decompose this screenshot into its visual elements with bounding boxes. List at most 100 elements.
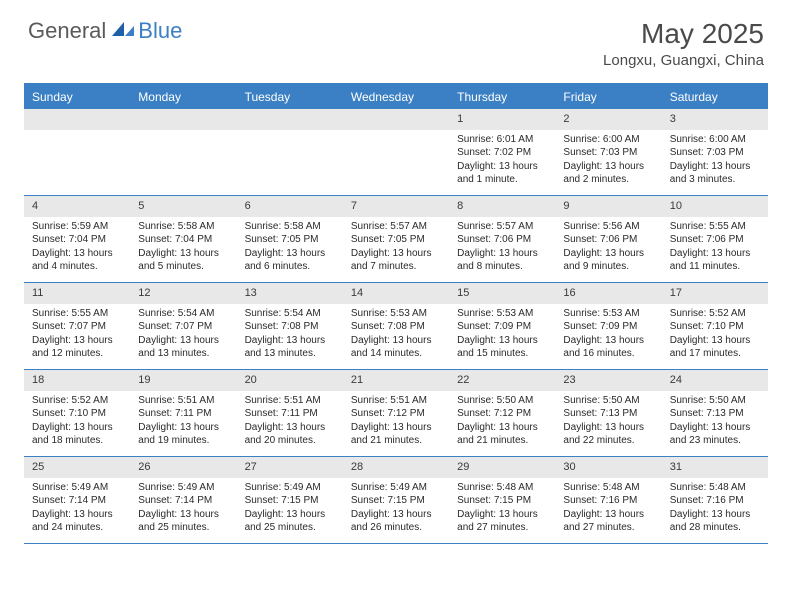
day-number: 16 bbox=[555, 283, 661, 304]
day-line: Sunrise: 6:01 AM bbox=[457, 133, 547, 147]
day-line: Sunset: 7:07 PM bbox=[138, 320, 228, 334]
day-line: Daylight: 13 hours and 13 minutes. bbox=[245, 334, 335, 361]
weeks-container: 1Sunrise: 6:01 AMSunset: 7:02 PMDaylight… bbox=[24, 109, 768, 544]
day-line: Daylight: 13 hours and 16 minutes. bbox=[563, 334, 653, 361]
day-cell: 9Sunrise: 5:56 AMSunset: 7:06 PMDaylight… bbox=[555, 196, 661, 282]
day-body: Sunrise: 5:52 AMSunset: 7:10 PMDaylight:… bbox=[24, 391, 130, 454]
day-body bbox=[24, 130, 130, 139]
logo-text-blue: Blue bbox=[138, 18, 182, 44]
day-cell: 28Sunrise: 5:49 AMSunset: 7:15 PMDayligh… bbox=[343, 457, 449, 543]
day-number: 5 bbox=[130, 196, 236, 217]
day-line: Daylight: 13 hours and 17 minutes. bbox=[670, 334, 760, 361]
day-cell: 30Sunrise: 5:48 AMSunset: 7:16 PMDayligh… bbox=[555, 457, 661, 543]
day-line: Sunset: 7:04 PM bbox=[138, 233, 228, 247]
day-number: 9 bbox=[555, 196, 661, 217]
day-cell: 13Sunrise: 5:54 AMSunset: 7:08 PMDayligh… bbox=[237, 283, 343, 369]
day-cell: 17Sunrise: 5:52 AMSunset: 7:10 PMDayligh… bbox=[662, 283, 768, 369]
day-cell bbox=[237, 109, 343, 195]
calendar: Sunday Monday Tuesday Wednesday Thursday… bbox=[24, 83, 768, 544]
day-body bbox=[237, 130, 343, 139]
day-line: Sunrise: 5:51 AM bbox=[245, 394, 335, 408]
day-line: Sunrise: 5:50 AM bbox=[457, 394, 547, 408]
day-body: Sunrise: 5:50 AMSunset: 7:12 PMDaylight:… bbox=[449, 391, 555, 454]
day-line: Daylight: 13 hours and 24 minutes. bbox=[32, 508, 122, 535]
day-line: Sunrise: 5:49 AM bbox=[245, 481, 335, 495]
day-cell: 31Sunrise: 5:48 AMSunset: 7:16 PMDayligh… bbox=[662, 457, 768, 543]
day-number: 22 bbox=[449, 370, 555, 391]
day-body: Sunrise: 5:53 AMSunset: 7:09 PMDaylight:… bbox=[555, 304, 661, 367]
day-number bbox=[237, 109, 343, 130]
day-body: Sunrise: 5:58 AMSunset: 7:05 PMDaylight:… bbox=[237, 217, 343, 280]
logo-sail-icon bbox=[110, 20, 136, 38]
day-cell bbox=[343, 109, 449, 195]
day-line: Sunrise: 5:55 AM bbox=[32, 307, 122, 321]
day-number: 26 bbox=[130, 457, 236, 478]
day-line: Sunset: 7:16 PM bbox=[563, 494, 653, 508]
day-line: Sunrise: 5:57 AM bbox=[351, 220, 441, 234]
day-line: Sunset: 7:10 PM bbox=[670, 320, 760, 334]
day-body: Sunrise: 5:54 AMSunset: 7:08 PMDaylight:… bbox=[237, 304, 343, 367]
day-number: 23 bbox=[555, 370, 661, 391]
day-line: Sunset: 7:11 PM bbox=[245, 407, 335, 421]
day-line: Sunrise: 5:57 AM bbox=[457, 220, 547, 234]
day-header-sun: Sunday bbox=[24, 85, 130, 109]
day-line: Daylight: 13 hours and 25 minutes. bbox=[138, 508, 228, 535]
day-header-mon: Monday bbox=[130, 85, 236, 109]
day-line: Sunrise: 5:49 AM bbox=[32, 481, 122, 495]
day-cell: 29Sunrise: 5:48 AMSunset: 7:15 PMDayligh… bbox=[449, 457, 555, 543]
day-line: Daylight: 13 hours and 6 minutes. bbox=[245, 247, 335, 274]
day-line: Sunrise: 5:48 AM bbox=[670, 481, 760, 495]
day-number: 31 bbox=[662, 457, 768, 478]
day-header-thu: Thursday bbox=[449, 85, 555, 109]
day-line: Sunset: 7:15 PM bbox=[457, 494, 547, 508]
day-line: Daylight: 13 hours and 28 minutes. bbox=[670, 508, 760, 535]
day-body bbox=[343, 130, 449, 139]
day-body: Sunrise: 5:53 AMSunset: 7:09 PMDaylight:… bbox=[449, 304, 555, 367]
day-line: Sunset: 7:07 PM bbox=[32, 320, 122, 334]
day-body: Sunrise: 6:00 AMSunset: 7:03 PMDaylight:… bbox=[662, 130, 768, 193]
day-body: Sunrise: 6:00 AMSunset: 7:03 PMDaylight:… bbox=[555, 130, 661, 193]
day-line: Sunrise: 5:59 AM bbox=[32, 220, 122, 234]
day-line: Sunset: 7:06 PM bbox=[670, 233, 760, 247]
day-line: Daylight: 13 hours and 11 minutes. bbox=[670, 247, 760, 274]
page-header: General Blue May 2025 Longxu, Guangxi, C… bbox=[0, 0, 792, 77]
day-line: Daylight: 13 hours and 26 minutes. bbox=[351, 508, 441, 535]
day-number: 25 bbox=[24, 457, 130, 478]
day-line: Sunrise: 5:53 AM bbox=[351, 307, 441, 321]
day-body: Sunrise: 5:57 AMSunset: 7:06 PMDaylight:… bbox=[449, 217, 555, 280]
day-cell bbox=[24, 109, 130, 195]
day-cell: 10Sunrise: 5:55 AMSunset: 7:06 PMDayligh… bbox=[662, 196, 768, 282]
day-cell: 7Sunrise: 5:57 AMSunset: 7:05 PMDaylight… bbox=[343, 196, 449, 282]
day-body: Sunrise: 5:56 AMSunset: 7:06 PMDaylight:… bbox=[555, 217, 661, 280]
day-number: 8 bbox=[449, 196, 555, 217]
day-number: 11 bbox=[24, 283, 130, 304]
day-line: Sunset: 7:03 PM bbox=[563, 146, 653, 160]
day-line: Daylight: 13 hours and 8 minutes. bbox=[457, 247, 547, 274]
day-cell: 24Sunrise: 5:50 AMSunset: 7:13 PMDayligh… bbox=[662, 370, 768, 456]
day-line: Sunrise: 5:56 AM bbox=[563, 220, 653, 234]
day-line: Sunset: 7:08 PM bbox=[245, 320, 335, 334]
day-cell: 19Sunrise: 5:51 AMSunset: 7:11 PMDayligh… bbox=[130, 370, 236, 456]
day-body: Sunrise: 5:53 AMSunset: 7:08 PMDaylight:… bbox=[343, 304, 449, 367]
day-number: 17 bbox=[662, 283, 768, 304]
day-body: Sunrise: 5:49 AMSunset: 7:15 PMDaylight:… bbox=[237, 478, 343, 541]
logo: General Blue bbox=[28, 18, 182, 44]
day-line: Sunset: 7:06 PM bbox=[457, 233, 547, 247]
day-line: Sunset: 7:13 PM bbox=[563, 407, 653, 421]
day-line: Sunset: 7:05 PM bbox=[351, 233, 441, 247]
day-cell: 14Sunrise: 5:53 AMSunset: 7:08 PMDayligh… bbox=[343, 283, 449, 369]
day-line: Sunset: 7:05 PM bbox=[245, 233, 335, 247]
day-cell: 2Sunrise: 6:00 AMSunset: 7:03 PMDaylight… bbox=[555, 109, 661, 195]
day-number: 27 bbox=[237, 457, 343, 478]
day-body: Sunrise: 5:51 AMSunset: 7:12 PMDaylight:… bbox=[343, 391, 449, 454]
day-number: 15 bbox=[449, 283, 555, 304]
day-header-row: Sunday Monday Tuesday Wednesday Thursday… bbox=[24, 85, 768, 109]
day-line: Sunrise: 5:51 AM bbox=[351, 394, 441, 408]
day-number: 3 bbox=[662, 109, 768, 130]
day-line: Daylight: 13 hours and 19 minutes. bbox=[138, 421, 228, 448]
day-header-sat: Saturday bbox=[662, 85, 768, 109]
day-number: 29 bbox=[449, 457, 555, 478]
day-number: 2 bbox=[555, 109, 661, 130]
day-cell: 18Sunrise: 5:52 AMSunset: 7:10 PMDayligh… bbox=[24, 370, 130, 456]
day-number bbox=[343, 109, 449, 130]
